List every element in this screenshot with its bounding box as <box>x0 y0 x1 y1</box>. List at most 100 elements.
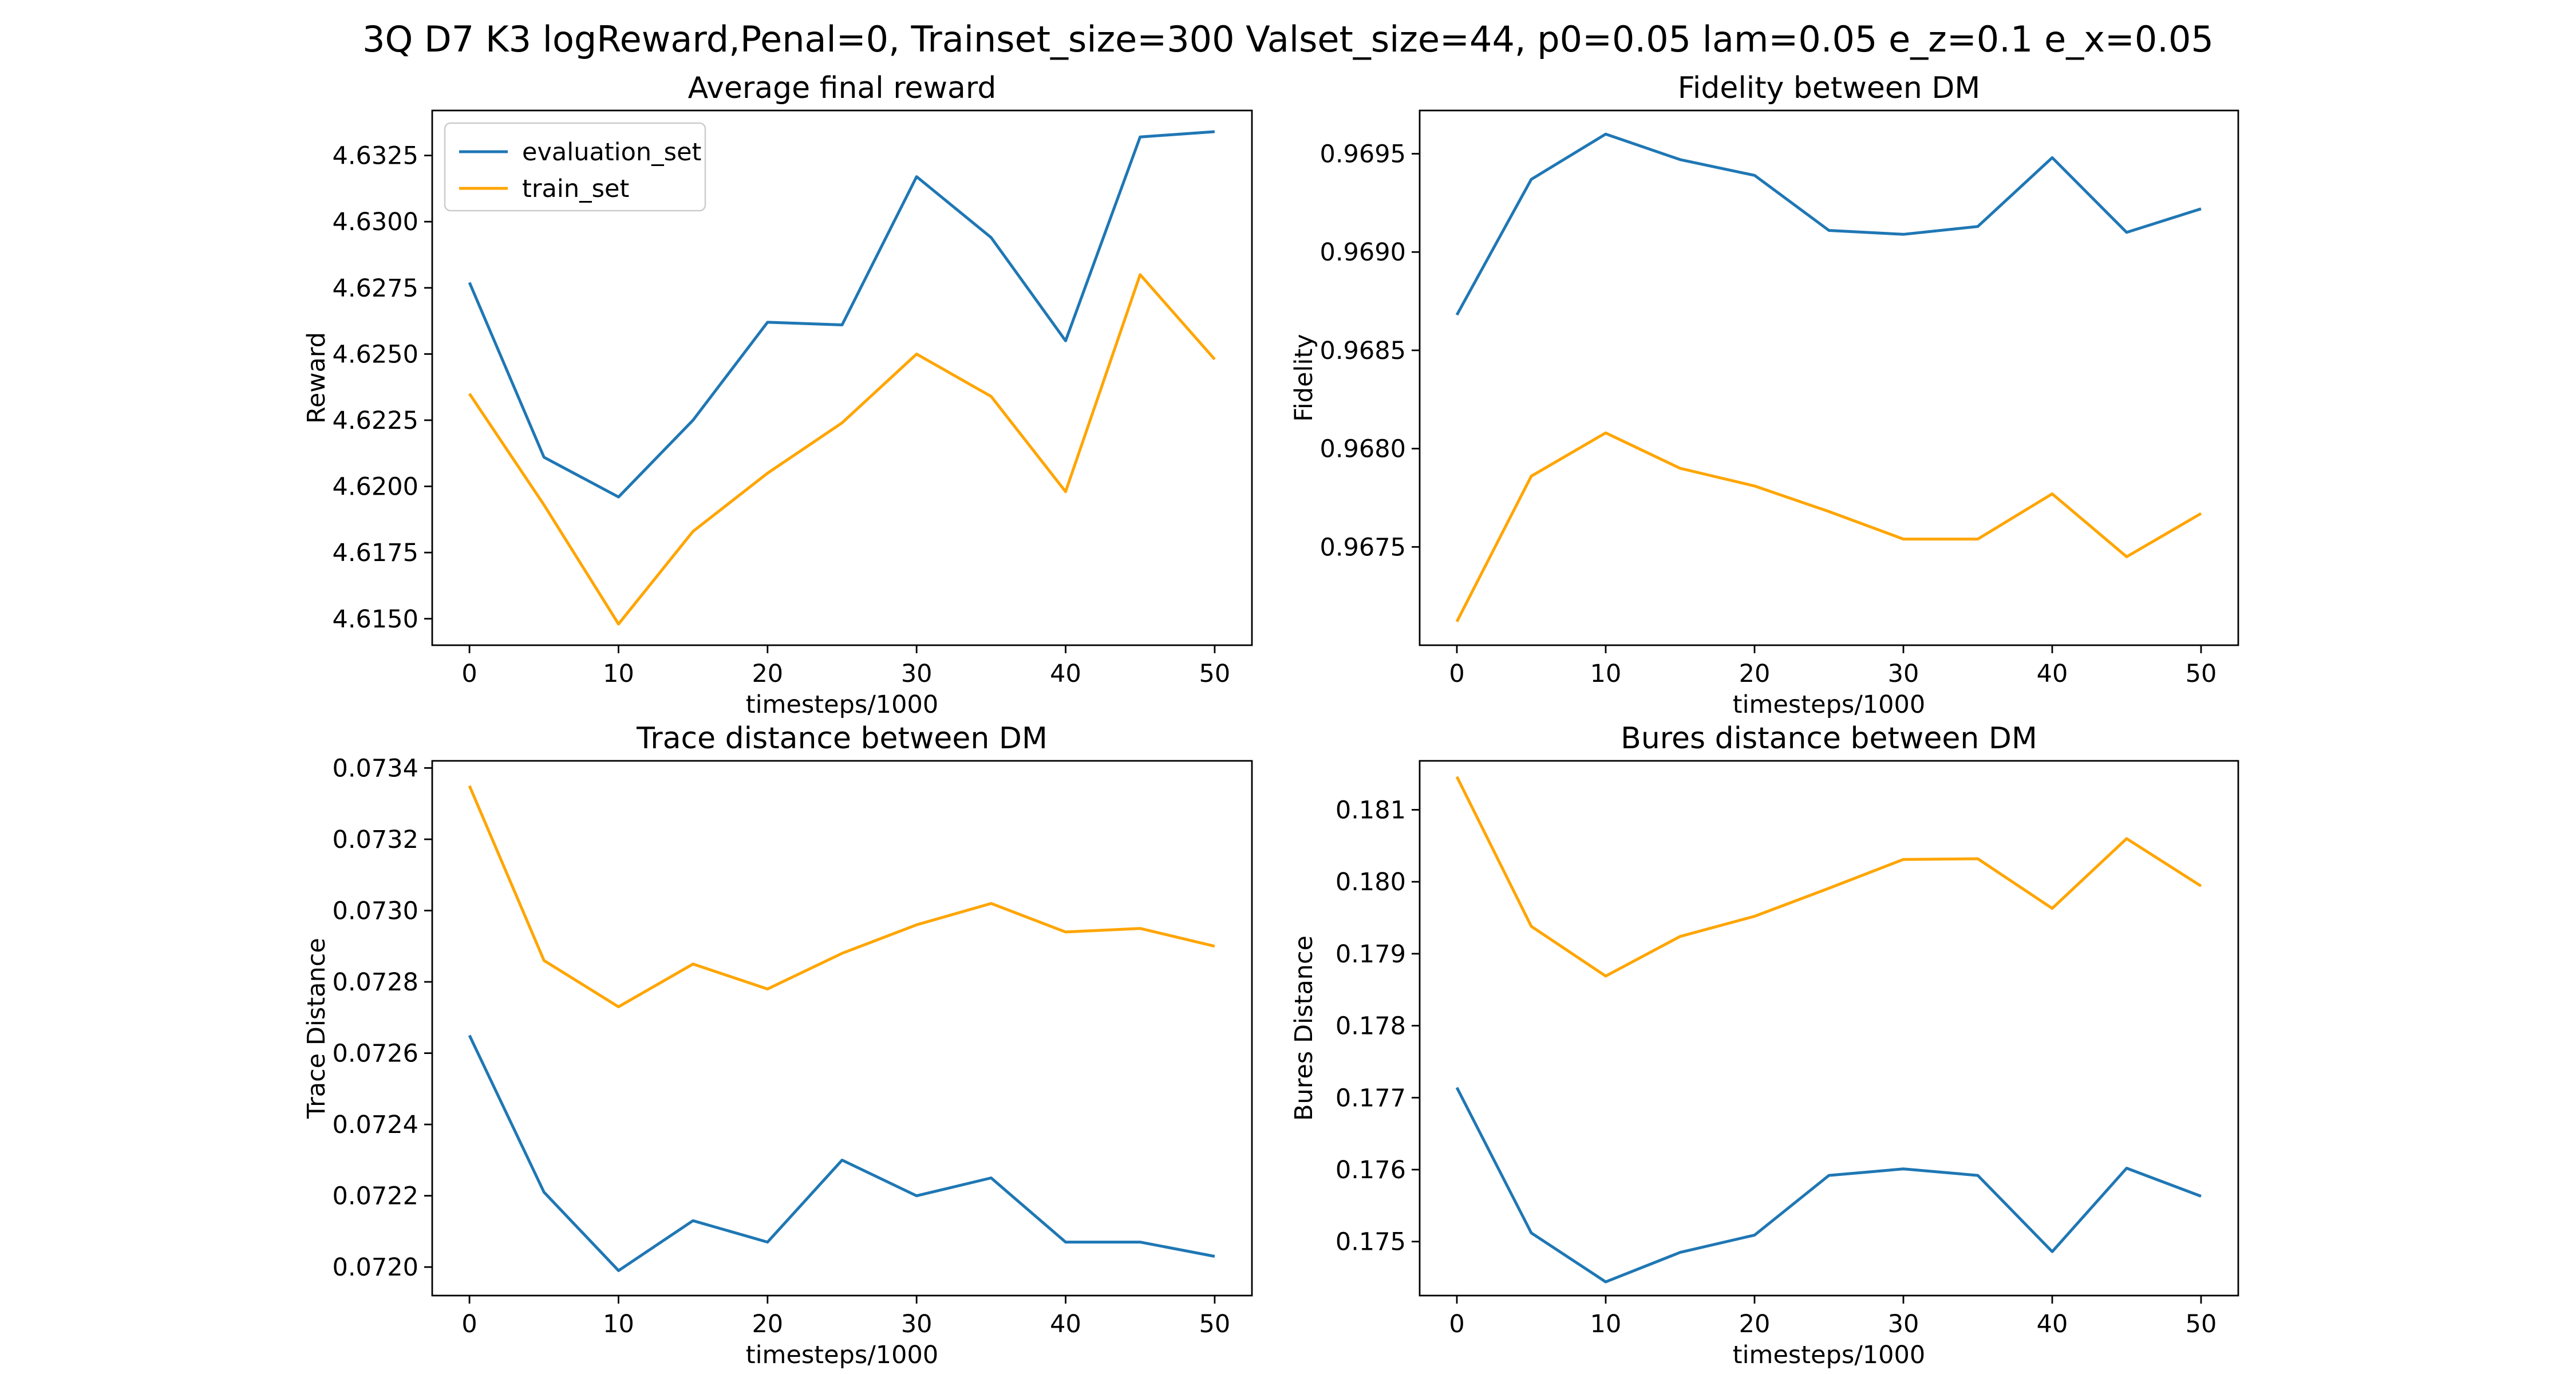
y-tick-label: 0.0720 <box>333 1253 418 1282</box>
x-tick-label: 50 <box>2186 1310 2217 1339</box>
y-axis-label: Trace Distance <box>302 938 331 1119</box>
y-tick-label: 0.0722 <box>333 1182 418 1211</box>
data-point-evaluation_set <box>1214 1256 1215 1257</box>
x-tick-label: 20 <box>752 1310 783 1339</box>
x-tick-label: 20 <box>752 660 783 688</box>
y-axis-label: Reward <box>302 332 331 424</box>
x-tick-label: 40 <box>1050 1310 1081 1339</box>
data-point-train_set <box>1829 511 1830 512</box>
data-point-train_set <box>1214 359 1215 360</box>
y-tick-label: 0.0728 <box>333 968 418 997</box>
subplot-2: Fidelity between DM 0 10 20 30 40 50 0.9675 0.96… <box>1290 71 2239 719</box>
x-tick-label: 50 <box>2186 660 2217 688</box>
x-tick-label: 0 <box>1449 1310 1464 1339</box>
data-point-evaluation_set <box>2201 1196 2202 1197</box>
y-tick-label: 0.176 <box>1336 1156 1406 1185</box>
y-tick-label: 4.6150 <box>333 605 418 634</box>
series-line-evaluation_set <box>1455 132 2202 316</box>
y-tick-label: 0.9675 <box>1320 533 1406 562</box>
y-tick-label: 0.178 <box>1336 1012 1406 1041</box>
x-tick-label: 0 <box>1449 660 1464 688</box>
x-tick-label: 10 <box>1590 660 1622 688</box>
data-point-evaluation_set <box>1531 179 1532 180</box>
data-point-train_set <box>1680 936 1681 937</box>
series-line-evaluation_set <box>468 130 1215 499</box>
y-tick-label: 0.180 <box>1336 868 1406 897</box>
data-point-train_set <box>1829 888 1830 889</box>
axes-frame <box>1419 760 2239 1297</box>
subplot-title: Average final reward <box>688 71 997 105</box>
subplot-1: Average final reward 0 10 20 30 40 50 4.6150 4.6… <box>302 71 1253 719</box>
data-point-train_set <box>2201 513 2202 514</box>
series-line-train_set <box>468 273 1216 626</box>
x-tick-label: 10 <box>1590 1310 1622 1339</box>
data-point-evaluation_set <box>1680 159 1681 160</box>
x-tick-label: 50 <box>1199 660 1231 688</box>
subplot-title: Fidelity between DM <box>1678 71 1980 105</box>
legend-label-train_set: train_set <box>522 175 629 203</box>
y-tick-label: 0.0734 <box>333 754 418 783</box>
y-tick-label: 4.6325 <box>333 142 418 171</box>
data-point-train_set <box>2052 493 2053 494</box>
axes-frame <box>431 760 1253 1297</box>
y-tick-label: 0.175 <box>1336 1228 1406 1257</box>
axes-frame <box>431 109 1253 646</box>
x-axis-label: timesteps/1000 <box>1733 690 1925 719</box>
data-point-train_set <box>469 393 470 394</box>
x-tick-label: 0 <box>461 1310 477 1339</box>
y-tick-label: 0.179 <box>1336 940 1406 969</box>
data-point-evaluation_set <box>2052 1251 2053 1252</box>
y-tick-label: 4.6225 <box>333 406 418 435</box>
x-axis-label: timesteps/1000 <box>746 1341 938 1369</box>
y-tick-label: 0.9685 <box>1320 337 1406 365</box>
axes-frame <box>1419 109 2239 646</box>
y-tick-label: 4.6275 <box>333 274 418 303</box>
data-point-evaluation_set <box>618 1270 619 1271</box>
x-tick-label: 30 <box>1888 1310 1919 1339</box>
series-line-train_set <box>1455 431 2202 622</box>
y-axis-label: Fidelity <box>1290 334 1318 422</box>
figure-suptitle: 3Q D7 K3 logReward,Penal=0, Trainset_siz… <box>362 18 2214 60</box>
x-tick-label: 40 <box>2037 1310 2068 1339</box>
series-line-train_set <box>1455 776 2202 978</box>
data-point-evaluation_set <box>916 1195 917 1196</box>
x-tick-label: 30 <box>901 1310 933 1339</box>
x-tick-label: 30 <box>1888 660 1919 688</box>
x-tick-label: 0 <box>461 660 477 688</box>
data-point-train_set <box>469 785 470 786</box>
y-axis-label: Bures Distance <box>1290 935 1318 1121</box>
subplot-title: Trace distance between DM <box>636 721 1048 756</box>
y-tick-label: 0.9680 <box>1320 435 1406 464</box>
data-point-train_set <box>842 953 843 954</box>
data-point-evaluation_set <box>916 176 917 177</box>
y-tick-label: 0.177 <box>1336 1084 1406 1112</box>
y-tick-label: 0.0726 <box>333 1040 418 1068</box>
x-tick-label: 20 <box>1739 660 1771 688</box>
x-tick-label: 10 <box>603 660 634 688</box>
legend: evaluation_set train_set <box>444 122 706 212</box>
subplot-3: Trace distance between DM 0 10 20 30 40 50 0.07… <box>302 721 1253 1369</box>
data-point-evaluation_set <box>1829 1175 1830 1176</box>
data-point-evaluation_set <box>2052 157 2053 158</box>
legend-label-evaluation_set: evaluation_set <box>522 138 701 167</box>
y-tick-label: 0.0732 <box>333 826 418 854</box>
data-point-evaluation_set <box>1903 1168 1904 1169</box>
series-line-evaluation_set <box>468 1035 1215 1272</box>
data-point-train_set <box>2052 908 2053 909</box>
legend-box <box>444 122 706 212</box>
x-axis-label: timesteps/1000 <box>1733 1341 1925 1369</box>
subplot-title: Bures distance between DM <box>1621 721 2037 756</box>
x-axis-label: timesteps/1000 <box>746 690 938 719</box>
data-point-evaluation_set <box>2201 208 2202 209</box>
x-tick-label: 40 <box>1050 660 1081 688</box>
data-point-train_set <box>1903 859 1904 860</box>
y-tick-label: 0.181 <box>1336 796 1406 824</box>
data-point-evaluation_set <box>1680 1252 1681 1253</box>
x-tick-label: 40 <box>2037 660 2068 688</box>
y-tick-label: 0.9690 <box>1320 238 1406 267</box>
data-point-evaluation_set <box>618 497 619 498</box>
data-point-train_set <box>618 624 619 625</box>
x-tick-label: 30 <box>901 660 933 688</box>
data-point-evaluation_set <box>1903 234 1904 235</box>
